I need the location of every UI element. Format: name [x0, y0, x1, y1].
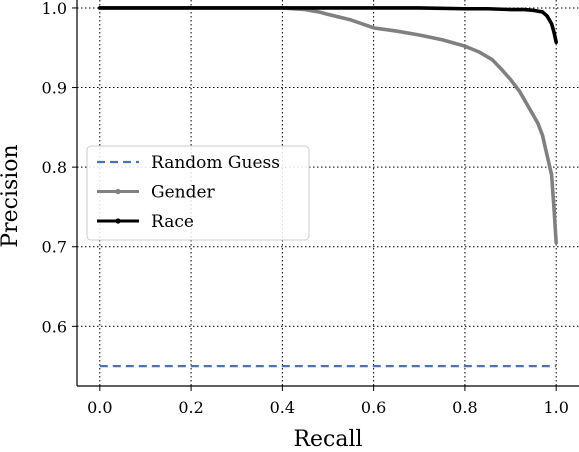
axes-layer	[76, 0, 579, 387]
y-tick-label: 0.8	[42, 158, 67, 177]
x-tick-label: 0.4	[270, 398, 295, 417]
y-tick-label: 0.7	[42, 238, 67, 257]
y-axis-title: Precision	[0, 144, 23, 247]
x-tick-label: 1.0	[543, 398, 568, 417]
x-tick-label: 0.0	[87, 398, 112, 417]
legend: Random Guess Gender Race	[86, 145, 310, 241]
x-tick-label: 0.2	[178, 398, 203, 417]
legend-marker-race	[115, 218, 121, 224]
legend-label-gender: Gender	[151, 183, 216, 203]
y-tick-label: 0.9	[42, 79, 67, 98]
x-axis-title: Recall	[293, 427, 362, 452]
y-tick-label: 0.6	[42, 317, 67, 336]
x-tick-label: 0.8	[452, 398, 477, 417]
legend-label-random-guess: Random Guess	[151, 153, 280, 173]
series-line-race	[98, 6, 558, 44]
legend-marker-gender	[115, 188, 121, 195]
x-tick-label: 0.6	[361, 398, 386, 417]
y-tick-label: 1.0	[42, 0, 67, 18]
series-layer	[98, 6, 558, 368]
legend-label-race: Race	[151, 212, 194, 232]
legend-box	[86, 145, 310, 241]
ticks-layer: 0.0 0.2 0.4 0.6 0.8 1.0 0.6 0.7 0.8 0.9 1.0	[42, 0, 569, 417]
